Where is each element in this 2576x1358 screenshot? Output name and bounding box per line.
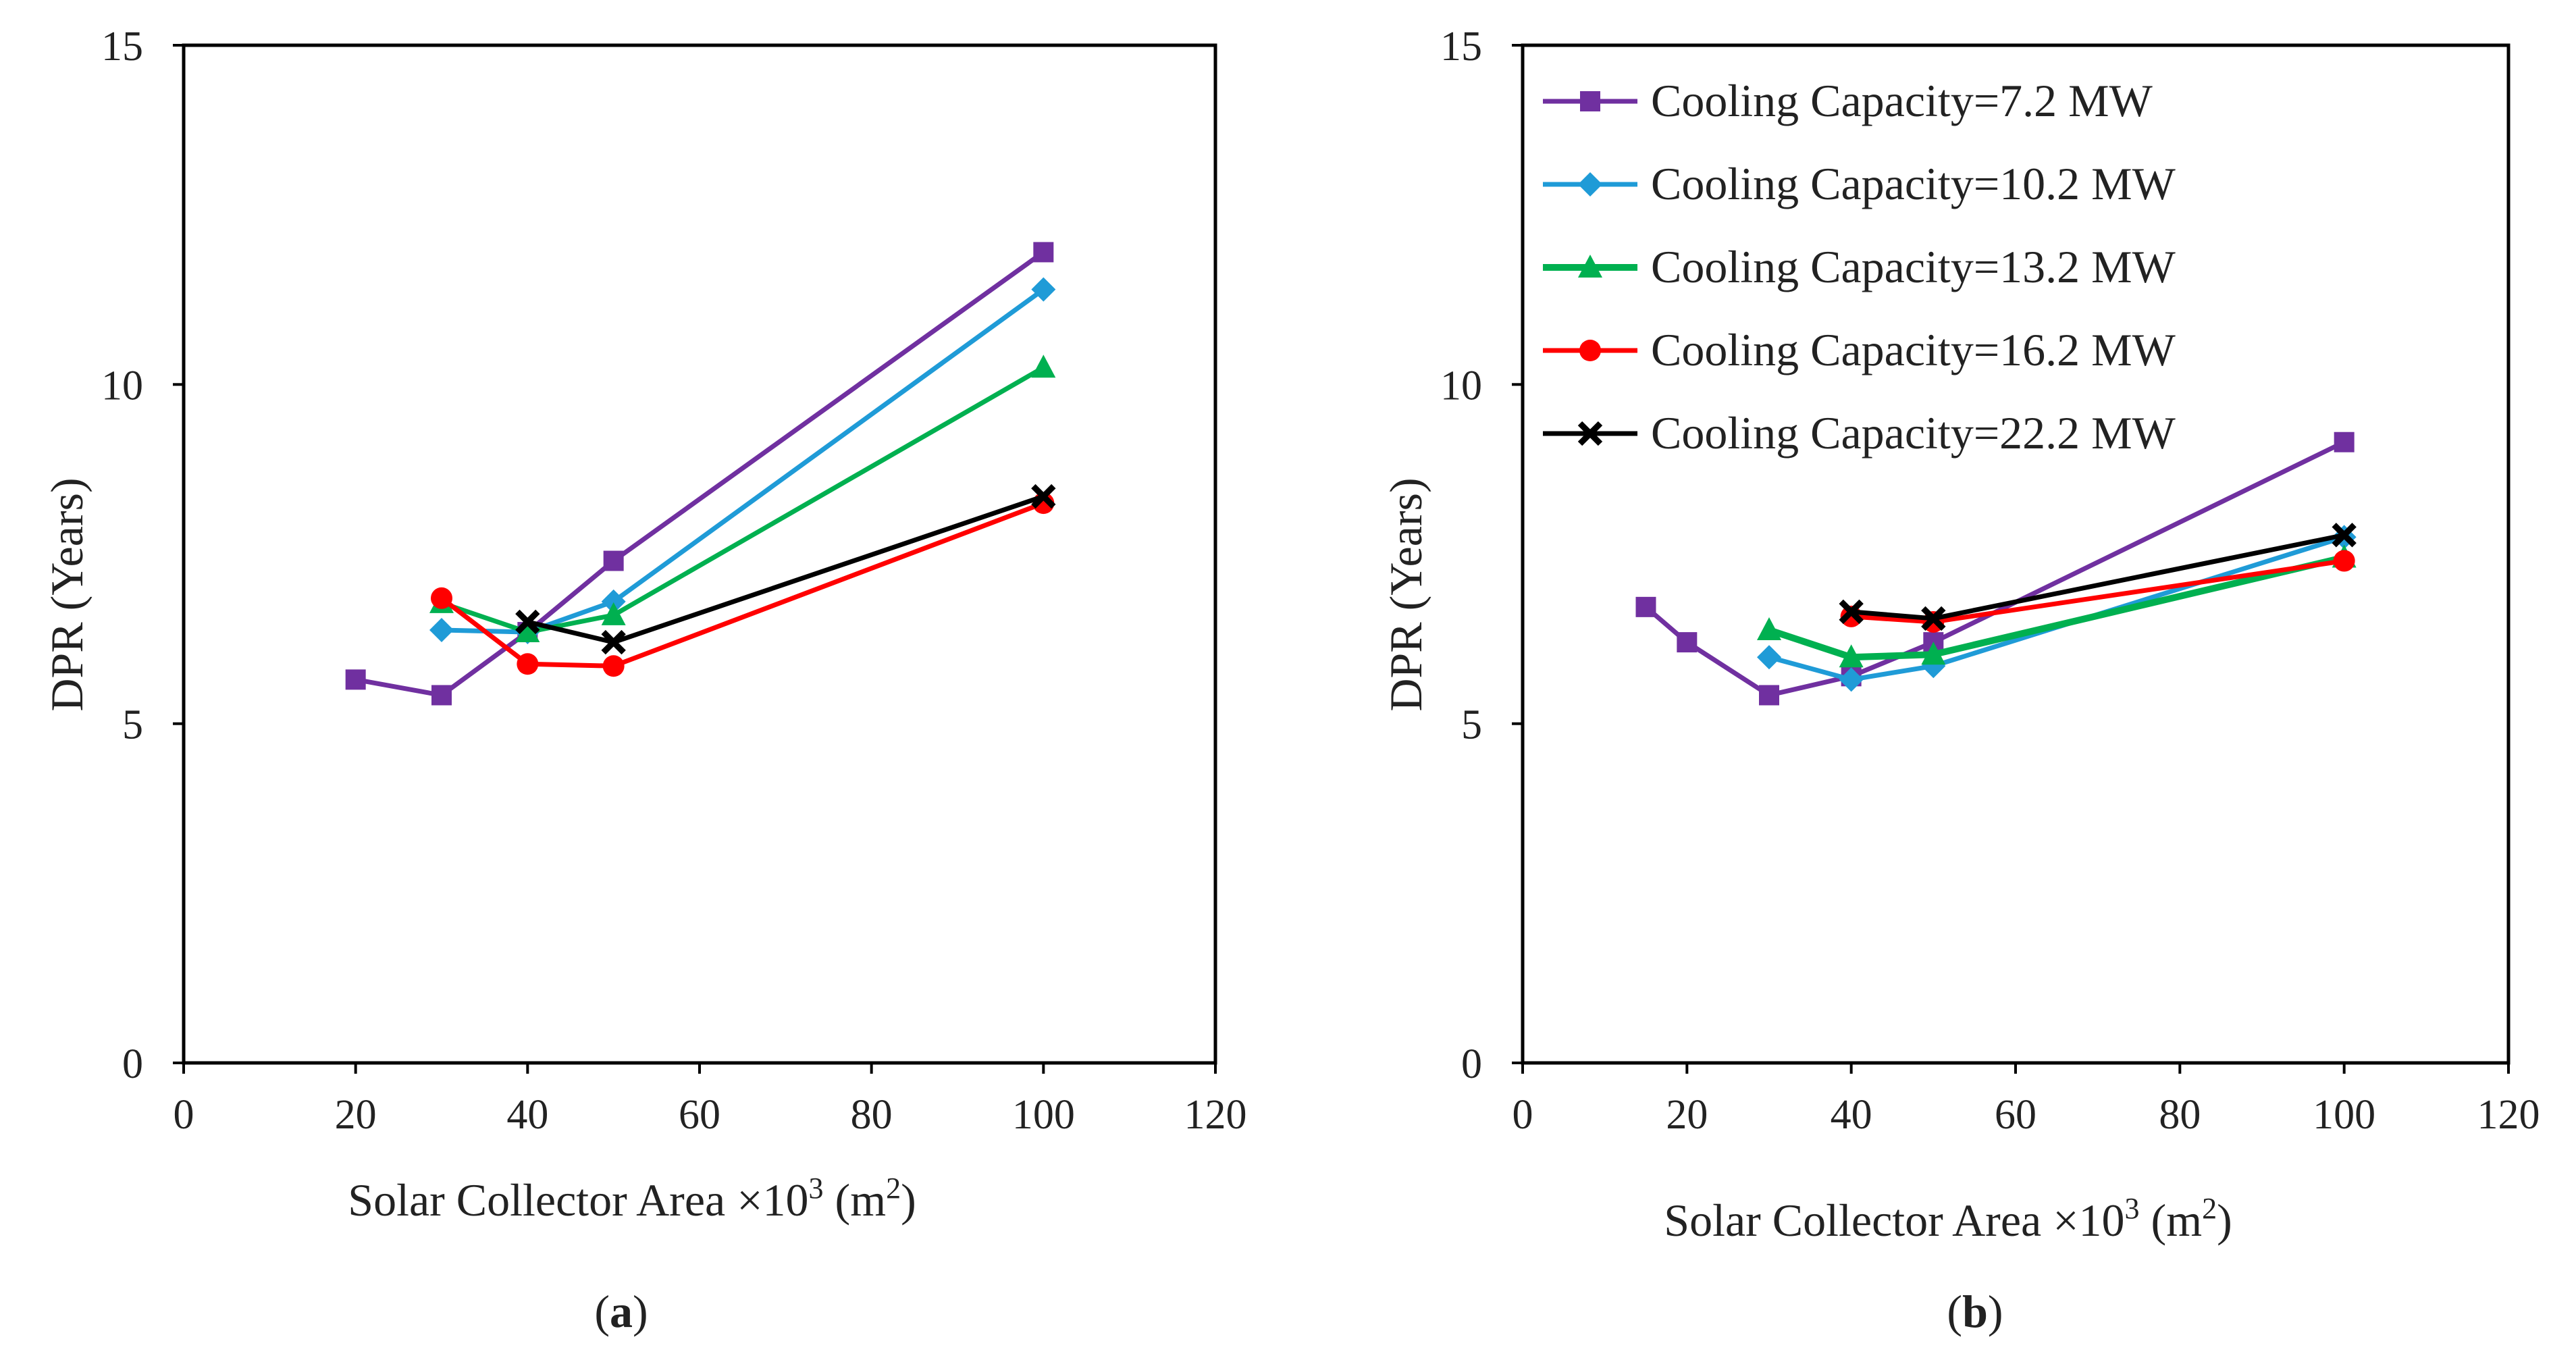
panel-b-caption-letter: b: [1962, 1286, 1988, 1337]
panel-a-series-1-point: [603, 550, 624, 571]
panel-b-legend-marker: [1577, 421, 1603, 446]
panel-b-x-tick-label: 0: [1513, 1092, 1533, 1138]
panel-a-caption-letter: a: [610, 1286, 633, 1337]
panel-b-x-axis-label-sup: 2: [2202, 1192, 2217, 1225]
panel-a-x-axis-label: Solar Collector Area ×103 (m2): [348, 1172, 916, 1226]
panel-a-series-1-point: [345, 669, 366, 690]
panel-b-x-tick-label: 20: [1666, 1092, 1708, 1138]
panel-a-series-5-point: [1031, 484, 1056, 509]
panel-b-series-5-point: [1839, 599, 1864, 625]
panel-b-x-tick-label: 80: [2159, 1092, 2201, 1138]
panel-b-series-5: [1839, 523, 2357, 631]
panel-b-legend-label: Cooling Capacity=7.2 MW: [1651, 75, 2153, 126]
panel-a-x-axis-label-sup: 3: [809, 1172, 824, 1205]
panel-a-x-tick-label: 100: [1012, 1092, 1075, 1138]
panel-b-x-tick-label: 120: [2477, 1092, 2540, 1138]
panel-a-series-2-line: [441, 287, 1045, 635]
panel-a-series-2-point: [601, 589, 626, 614]
panel-a-y-tick-label: 5: [122, 702, 143, 748]
panel-b-x-axis-label: Solar Collector Area ×103 (m2): [1664, 1192, 2232, 1246]
panel-b-series-5-point: [1921, 606, 1946, 631]
panel-b-legend-label: Cooling Capacity=13.2 MW: [1651, 241, 2176, 292]
panel-a-caption-close: ): [633, 1286, 648, 1337]
panel-a-series-4-line: [440, 500, 1045, 669]
panel-b-series-3-line: [1768, 554, 2345, 661]
panel-a-y-axis-label: DPR (Years): [41, 477, 93, 711]
panel-a-series-4-point: [602, 655, 625, 677]
panel-a-series-2-point: [429, 618, 454, 643]
panel-b-series-4-point: [2333, 550, 2355, 572]
panel-b-caption-close: ): [1988, 1286, 2003, 1337]
panel-b-caption: (b): [1947, 1286, 2003, 1337]
panel-a-caption-open: (: [594, 1286, 610, 1337]
panel-a-series-3-line: [440, 365, 1045, 635]
panel-b-legend-label: Cooling Capacity=16.2 MW: [1651, 324, 2176, 375]
panel-b-legend: Cooling Capacity=7.2 MW Cooling Capacity=…: [1543, 75, 2176, 459]
panel-b-y-tick-label: 0: [1461, 1041, 1482, 1087]
panel-b-x-tick-label: 40: [1831, 1092, 1872, 1138]
panel-b-series-2-point: [1757, 645, 1781, 670]
panel-a-x-tick-label: 20: [335, 1092, 377, 1138]
panel-a-series-2-point: [1031, 277, 1056, 302]
panel-a-series-5-point: [601, 629, 626, 655]
panel-a-x-axis-label-sup: 2: [886, 1172, 901, 1205]
panel-a-series-4: [431, 492, 1055, 677]
panel-b-series-3-point: [1921, 642, 1946, 665]
panel-b-legend-marker: [1579, 340, 1601, 361]
panel-b-y-tick-label: 5: [1461, 702, 1482, 748]
panel-a-series-5-point: [515, 609, 540, 635]
panel-b-x-axis-label-base: (m: [2140, 1195, 2203, 1246]
panel-b-series-1-point: [1677, 632, 1698, 653]
panel-b-legend-label: Cooling Capacity=22.2 MW: [1651, 407, 2176, 459]
panel-b-series-2-line: [1768, 535, 2345, 682]
panel-a-caption: (a): [594, 1286, 648, 1337]
panel-a-series-4-point: [431, 587, 452, 609]
panel-b-series-1-point: [1635, 596, 1656, 617]
panel-b-caption-open: (: [1947, 1286, 1962, 1337]
panel-a-x-axis-label-base: Solar Collector Area ×10: [348, 1174, 808, 1226]
panel-a-series-1-point: [431, 685, 452, 706]
panel-b-legend-marker: [1578, 255, 1602, 278]
panel-b-y-tick-label: 10: [1440, 363, 1482, 409]
panel-b-series-3-point: [1757, 617, 1781, 641]
panel-b-x-axis-label-base: ): [2217, 1195, 2232, 1246]
panel-b-x-axis-label-base: Solar Collector Area ×10: [1664, 1195, 2124, 1246]
panel-b-series-1-point: [2334, 432, 2355, 452]
panel-b-series-2-point: [1839, 667, 1864, 692]
panel-b-y-axis-label: DPR (Years): [1380, 477, 1431, 711]
panel-a-series-3-point: [1031, 355, 1056, 378]
panel-a-x-tick-label: 0: [174, 1092, 194, 1138]
panel-b-series-1-point: [1759, 685, 1779, 706]
panel-b-legend-label: Cooling Capacity=10.2 MW: [1651, 158, 2176, 209]
panel-a-x-tick-label: 60: [679, 1092, 720, 1138]
panel-a-series-5: [515, 484, 1056, 655]
panel-b-legend-marker: [1580, 91, 1600, 111]
panel-b-x-tick-label: 60: [1995, 1092, 2036, 1138]
panel-a-series-3-point: [515, 619, 540, 643]
panel-b-series-5-point: [2332, 523, 2357, 548]
panel-a-frame: [182, 43, 1217, 1065]
panel-a-x-axis-label-base: ): [901, 1174, 916, 1226]
panel-b-y-tick-label: 15: [1440, 24, 1482, 70]
panel-a-y-tick-label: 15: [101, 24, 143, 70]
panel-b: 0 20 40 60 80 100 120 0 5 10 15 DPR (Years) Solar Co…: [1380, 24, 2540, 1337]
panel-b-series-3-point: [1839, 644, 1864, 668]
panel-a-y-tick-label: 10: [101, 363, 143, 409]
panel-b-x-tick-label: 100: [2313, 1092, 2375, 1138]
panel-a: 0 20 40 60 80 100 120 0 5 10 15 DPR (Years) Solar Co…: [41, 24, 1247, 1337]
panel-a-x-axis-label-base: (m: [824, 1174, 887, 1226]
panel-a-y-tick-label: 0: [122, 1041, 143, 1087]
panel-a-series-4-point: [517, 653, 539, 675]
panel-a-series-2: [429, 277, 1056, 645]
panel-a-x-tick-label: 120: [1184, 1092, 1247, 1138]
panel-a-x-tick-label: 40: [506, 1092, 548, 1138]
panel-b-legend-marker: [1578, 172, 1602, 197]
panel-a-series-1-point: [1033, 242, 1054, 263]
panel-a-series-3-point: [601, 602, 626, 625]
panel-a-x-tick-label: 80: [851, 1092, 893, 1138]
panel-b-x-axis-label-sup: 3: [2125, 1192, 2140, 1225]
